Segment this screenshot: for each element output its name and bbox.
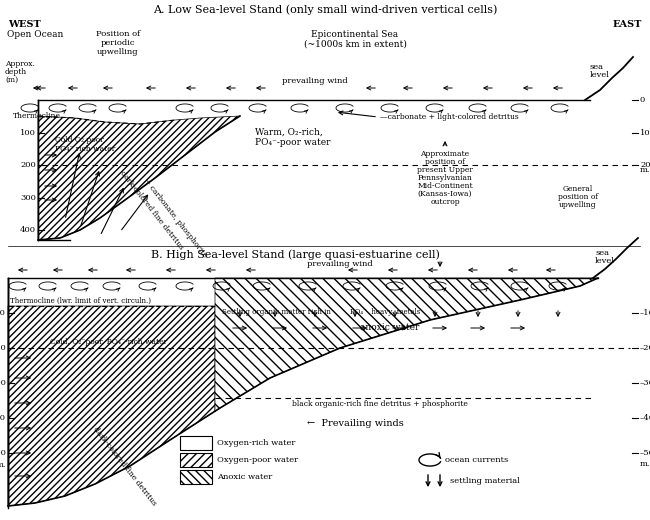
Text: WEST: WEST [8, 20, 41, 29]
Text: settling material: settling material [450, 477, 520, 485]
Polygon shape [8, 306, 220, 506]
Text: + carbonate, phosphorite: + carbonate, phosphorite [142, 177, 208, 259]
Text: position of: position of [425, 158, 465, 166]
Text: sea: sea [590, 63, 604, 71]
Text: PO₄⁻ rich water: PO₄⁻ rich water [55, 145, 115, 153]
Text: A. Low Sea-level Stand (only small wind-driven vertical cells): A. Low Sea-level Stand (only small wind-… [153, 4, 497, 15]
Text: Thermocline (lwr. limit of vert. circuln.): Thermocline (lwr. limit of vert. circuln… [10, 297, 151, 305]
Text: Thermocline: Thermocline [13, 112, 61, 120]
Text: Mid-Continent: Mid-Continent [417, 182, 473, 190]
Text: 100: 100 [20, 129, 36, 137]
Text: anoxic water: anoxic water [360, 323, 420, 332]
Polygon shape [215, 278, 598, 411]
Text: 200: 200 [0, 344, 6, 352]
Text: Epicontinental Sea: Epicontinental Sea [311, 30, 398, 39]
Text: 300: 300 [20, 194, 36, 202]
Text: 500: 500 [0, 449, 6, 457]
Text: Warm, O₂-rich,: Warm, O₂-rich, [255, 128, 323, 137]
Text: (~1000s km in extent): (~1000s km in extent) [304, 40, 406, 49]
Text: –400: –400 [640, 414, 650, 422]
Text: level: level [590, 71, 610, 79]
Text: ocean currents: ocean currents [445, 456, 508, 464]
Text: 400: 400 [20, 226, 36, 234]
Bar [180, 470, 212, 484]
Text: position of: position of [558, 193, 598, 201]
Text: Oxygen-rich water: Oxygen-rich water [217, 439, 295, 447]
Text: General: General [563, 185, 593, 193]
Text: prevailing wind: prevailing wind [282, 77, 348, 85]
Text: m.: m. [0, 461, 6, 469]
Text: prevailing wind: prevailing wind [307, 260, 373, 268]
Text: m.: m. [640, 166, 650, 174]
Text: 100: 100 [640, 129, 650, 137]
Text: –300: –300 [640, 379, 650, 387]
Text: 100: 100 [0, 309, 6, 317]
Text: ←  Prevailing winds: ← Prevailing winds [307, 419, 404, 427]
Text: Pennsylvanian: Pennsylvanian [417, 174, 473, 182]
Text: —carbonate + light-colored detritus: —carbonate + light-colored detritus [380, 113, 519, 121]
Text: Settling organic matter rich in: Settling organic matter rich in [222, 308, 331, 316]
Text: dark-colored fine detritus: dark-colored fine detritus [92, 425, 159, 507]
Text: 200: 200 [20, 161, 36, 169]
Text: Approximate: Approximate [421, 150, 469, 158]
Text: depth: depth [5, 68, 27, 76]
Text: Cold O₂ poor: Cold O₂ poor [55, 136, 104, 144]
Bar [180, 436, 212, 450]
Bar [180, 453, 212, 467]
Text: Approx.: Approx. [5, 60, 35, 68]
Text: 300: 300 [0, 379, 6, 387]
Text: –200: –200 [640, 344, 650, 352]
Text: periodic: periodic [101, 39, 135, 47]
Text: PO₄⁻  heavy  metals: PO₄⁻ heavy metals [350, 308, 421, 316]
Text: upwelling: upwelling [559, 201, 597, 209]
Text: Anoxic water: Anoxic water [217, 473, 272, 481]
Text: Open Ocean: Open Ocean [6, 30, 63, 39]
Text: PO₄⁻-poor water: PO₄⁻-poor water [255, 138, 330, 147]
Text: Oxygen-poor water: Oxygen-poor water [217, 456, 298, 464]
Text: sea: sea [595, 249, 609, 257]
Text: –500: –500 [640, 449, 650, 457]
Polygon shape [38, 116, 240, 240]
Text: m.: m. [640, 460, 650, 468]
Text: Position of: Position of [96, 30, 140, 38]
Text: dark-colored fine detritus: dark-colored fine detritus [119, 169, 185, 251]
Text: EAST: EAST [612, 20, 642, 29]
Text: B. High Sea-level Stand (large quasi-estuarine cell): B. High Sea-level Stand (large quasi-est… [151, 249, 439, 259]
Text: black organic-rich fine detritus + phosphorite: black organic-rich fine detritus + phosp… [292, 400, 468, 408]
Text: 200: 200 [640, 161, 650, 169]
Text: present Upper: present Upper [417, 166, 473, 174]
Text: level: level [595, 257, 615, 265]
Text: 0: 0 [640, 96, 645, 104]
Text: 400: 400 [0, 414, 6, 422]
Text: (Kansas-Iowa): (Kansas-Iowa) [418, 190, 473, 198]
Text: –100: –100 [640, 309, 650, 317]
Text: upwelling: upwelling [98, 48, 139, 56]
Text: Cold, O₂⁻poor, PO₄⁻-rich water: Cold, O₂⁻poor, PO₄⁻-rich water [50, 338, 167, 346]
Text: outcrop: outcrop [430, 198, 460, 206]
Text: (m): (m) [5, 76, 18, 84]
